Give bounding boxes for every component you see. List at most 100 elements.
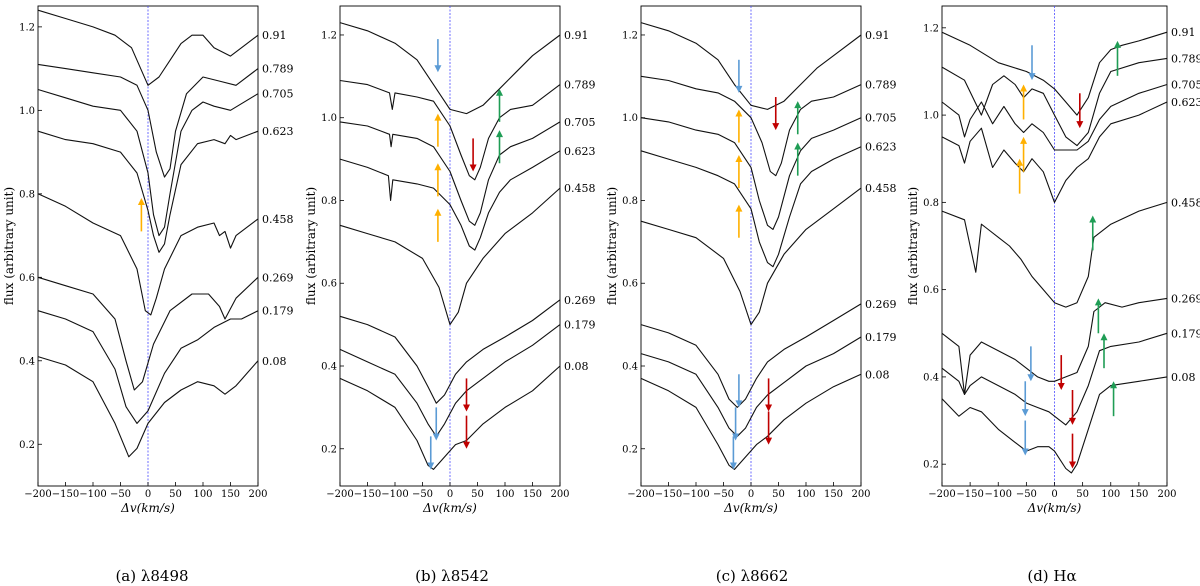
phase-label: 0.91 xyxy=(1171,26,1196,39)
orange-arrow-up xyxy=(137,198,145,232)
red-arrow-down xyxy=(772,97,780,131)
arrow-head xyxy=(496,88,503,96)
x-tick-label: 0 xyxy=(145,489,151,500)
arrow-head xyxy=(772,123,780,131)
green-arrow-up xyxy=(1094,298,1102,334)
x-tick-label: −150 xyxy=(354,489,381,500)
spectrum-line-0.789 xyxy=(339,79,561,181)
spectrum-line-0.08 xyxy=(941,376,1168,474)
phase-label: 0.789 xyxy=(262,63,294,76)
spectrum-line-0.623 xyxy=(640,146,862,268)
x-tick-label: −100 xyxy=(381,489,408,500)
y-tick-label: 1.0 xyxy=(19,106,35,117)
green-arrow-up xyxy=(496,130,503,164)
x-tick-label: −150 xyxy=(655,489,682,500)
red-arrow-down xyxy=(1057,355,1065,390)
spectrum-line-0.623 xyxy=(339,150,561,251)
x-tick-label: −50 xyxy=(412,489,433,500)
spectrum-line-0.269 xyxy=(640,303,862,408)
arrow-head xyxy=(463,441,470,449)
arrow-head xyxy=(729,462,737,470)
y-tick-label: 0.6 xyxy=(622,279,638,290)
y-axis-label: flux (arbitrary unit) xyxy=(906,187,920,305)
x-tick-label: 100 xyxy=(796,489,815,500)
x-tick-label: 150 xyxy=(523,489,542,500)
arrow-head xyxy=(1069,461,1076,469)
blue-arrow-down xyxy=(432,407,440,441)
y-tick-label: 1.2 xyxy=(19,22,35,33)
phase-label: 0.08 xyxy=(262,355,287,368)
x-tick-label: 0 xyxy=(748,489,754,500)
x-tick-label: −50 xyxy=(1016,489,1037,500)
phase-label: 0.623 xyxy=(1171,96,1200,109)
y-tick-label: 0.6 xyxy=(923,285,939,296)
red-arrow-down xyxy=(1069,390,1076,425)
phase-label: 0.179 xyxy=(1171,327,1200,340)
spectrum-line-0.789 xyxy=(640,75,862,177)
spectrum-line-0.91 xyxy=(941,31,1168,116)
arrow-head xyxy=(434,65,442,73)
y-tick-label: 1.2 xyxy=(622,30,638,41)
phase-label: 0.269 xyxy=(865,298,897,311)
y-axis-label: flux (arbitrary unit) xyxy=(2,187,16,305)
arrow-head xyxy=(1069,417,1076,425)
arrow-head xyxy=(765,437,773,445)
x-tick-label: 100 xyxy=(193,489,212,500)
arrow-head xyxy=(1020,84,1028,92)
phase-label: 0.269 xyxy=(564,294,596,307)
panel-caption: (b) λ8542 xyxy=(415,567,489,585)
orange-arrow-up xyxy=(1020,136,1028,172)
green-arrow-up xyxy=(1100,333,1108,369)
y-tick-label: 0.8 xyxy=(321,196,337,207)
x-tick-label: 50 xyxy=(1076,489,1089,500)
arrow-head xyxy=(1020,136,1028,144)
y-tick-label: 0.2 xyxy=(321,444,337,455)
arrow-head xyxy=(1114,40,1121,48)
spectrum-line-0.91 xyxy=(339,22,561,115)
panel-caption: (c) λ8662 xyxy=(716,567,789,585)
green-arrow-up xyxy=(1114,40,1121,76)
blue-arrow-down xyxy=(732,407,740,441)
arrow-head xyxy=(735,400,743,408)
x-tick-label: −100 xyxy=(79,489,106,500)
green-arrow-up xyxy=(794,142,802,176)
phase-label: 0.789 xyxy=(564,79,596,92)
x-tick-label: 0 xyxy=(1051,489,1057,500)
panel-caption: (d) Hα xyxy=(1027,567,1076,585)
arrow-head xyxy=(1089,215,1097,223)
y-tick-label: 0.2 xyxy=(622,444,638,455)
spectrum-line-0.623 xyxy=(37,130,259,253)
panel-caption: (a) λ8498 xyxy=(115,567,188,585)
y-axis-label: flux (arbitrary unit) xyxy=(304,187,318,305)
panel-a: −200 −150 −100 −50 0 50 100 150 200 0.2 0.4 0.6 0.8 1… xyxy=(2,5,294,585)
phase-label: 0.623 xyxy=(865,141,897,154)
x-tick-label: 50 xyxy=(772,489,785,500)
x-tick-label: 150 xyxy=(221,489,240,500)
panel-d: −200 −150 −100 −50 0 50 100 150 200 0.2 0.4 0.6 0.8 1… xyxy=(906,5,1200,585)
phase-label: 0.623 xyxy=(262,125,294,138)
arrow-head xyxy=(137,198,145,205)
spectrum-line-0.179 xyxy=(339,324,561,437)
x-tick-label: −50 xyxy=(110,489,131,500)
orange-arrow-up xyxy=(735,154,743,189)
red-arrow-down xyxy=(1069,433,1076,469)
spectrum-line-0.179 xyxy=(37,310,259,424)
red-arrow-down xyxy=(765,411,773,445)
red-arrow-down xyxy=(765,378,773,412)
phase-label: 0.91 xyxy=(865,29,890,42)
y-tick-label: 1.2 xyxy=(923,23,939,34)
y-tick-label: 1.0 xyxy=(923,111,939,122)
arrow-head xyxy=(1021,409,1029,417)
x-tick-label: 100 xyxy=(1101,489,1120,500)
arrow-head xyxy=(432,433,440,441)
phase-label: 0.269 xyxy=(1171,292,1200,305)
blue-arrow-down xyxy=(427,436,435,470)
arrow-head xyxy=(735,109,743,117)
red-arrow-down xyxy=(463,378,470,412)
x-axis-label: Δv(km/s) xyxy=(1027,501,1082,515)
x-tick-label: 50 xyxy=(169,489,182,500)
arrow-head xyxy=(1057,383,1065,390)
arrow-head xyxy=(1110,381,1118,389)
spectrum-line-0.458 xyxy=(941,201,1168,308)
